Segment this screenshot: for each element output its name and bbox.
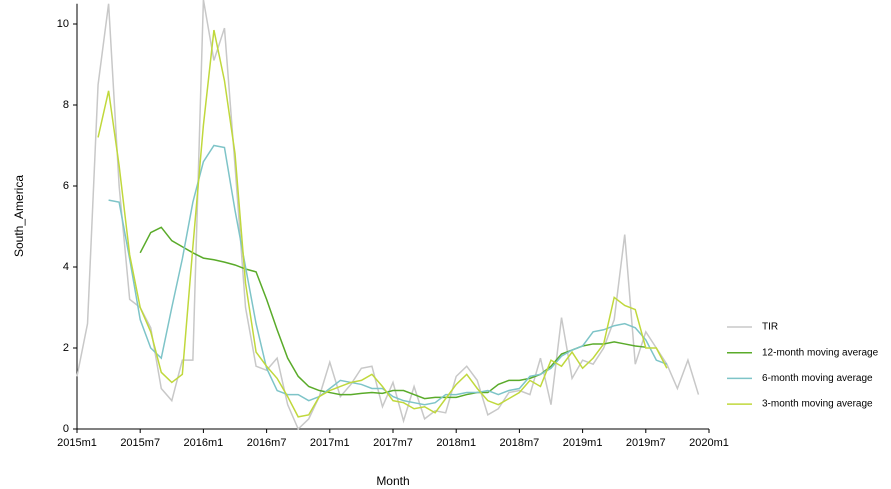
x-tick-label: 2020m1 [689,437,729,449]
x-tick-label: 2016m7 [247,437,287,449]
x-tick-label: 2017m7 [373,437,413,449]
legend-label: 12-month moving average [762,347,879,358]
y-tick-label: 10 [57,18,69,30]
x-tick-label: 2015m1 [57,437,97,449]
x-tick-label: 2016m1 [184,437,224,449]
x-tick-label: 2019m1 [563,437,603,449]
x-tick-label: 2015m7 [120,437,160,449]
legend-label: TIR [762,322,778,333]
x-tick-label: 2018m7 [500,437,540,449]
y-tick-label: 2 [63,342,69,354]
y-tick-label: 8 [63,99,69,111]
series-line [139,226,646,400]
x-tick-label: 2017m1 [310,437,350,449]
y-tick-label: 6 [63,180,69,192]
series-line [76,0,700,431]
y-axis-label: South_America [12,175,26,257]
x-tick-label: 2018m1 [436,437,476,449]
legend-label: 6-month moving average [762,373,873,384]
series-line [108,144,668,406]
x-axis-label: Month [376,474,409,488]
legend-label: 3-month moving average [762,399,873,410]
y-tick-label: 4 [63,261,69,273]
series-line [97,29,668,418]
x-tick-label: 2019m7 [626,437,666,449]
y-tick-label: 0 [63,423,69,435]
